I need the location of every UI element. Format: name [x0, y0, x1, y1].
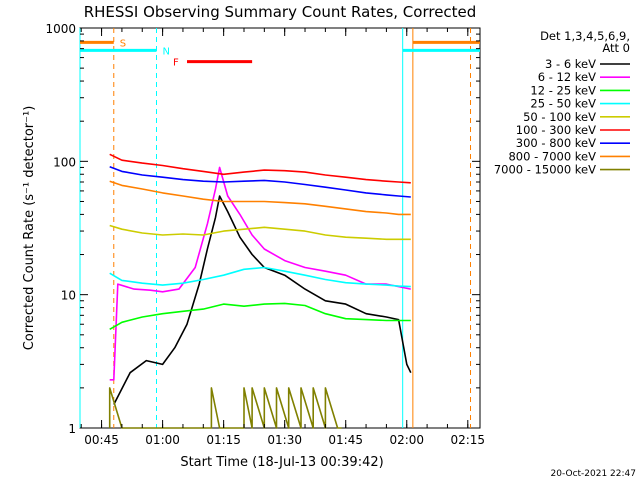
legend-label-3: 25 - 50 keV	[530, 97, 596, 111]
y-tick-label-2: 100	[53, 155, 76, 169]
y-axis-label: Corrected Count Rate (s⁻¹ detector⁻¹)	[22, 106, 37, 351]
y-tick-label-3: 1000	[45, 22, 76, 36]
series-line-2	[109, 302, 411, 330]
legend-label-6: 300 - 800 keV	[516, 136, 596, 150]
series-line-1	[109, 166, 411, 381]
series-line-3	[109, 266, 411, 288]
x-tick-label-3: 01:30	[267, 433, 302, 447]
x-tick-label-1: 01:00	[145, 433, 180, 447]
series-line-8	[108, 387, 342, 429]
legend-label-8: 7000 - 15000 keV	[494, 163, 596, 177]
x-tick-label-2: 01:15	[206, 433, 241, 447]
legend-subtitle: Att 0	[602, 41, 630, 55]
interval-markers: S NF	[80, 38, 480, 69]
footer-timestamp: 20-Oct-2021 22:47	[551, 469, 636, 479]
marker-label-1: N	[163, 46, 170, 57]
x-axis-label: Start Time (18-Jul-13 00:39:42)	[180, 455, 383, 470]
series-line-5	[109, 153, 411, 184]
marker-label-0: S	[120, 38, 126, 49]
chart-title: RHESSI Observing Summary Count Rates, Co…	[84, 3, 477, 21]
x-tick-label-5: 02:00	[389, 433, 424, 447]
data-series	[108, 153, 412, 429]
series-line-0	[113, 195, 412, 405]
y-tick-label-1: 10	[61, 289, 76, 303]
legend-label-1: 6 - 12 keV	[538, 70, 596, 84]
marker-label-2: F	[173, 58, 179, 69]
legend-label-4: 50 - 100 keV	[523, 110, 596, 124]
legend-label-7: 800 - 7000 keV	[508, 149, 596, 163]
y-tick-label-0: 1	[68, 422, 76, 436]
axes: 1 10 100 1000 00:45 01:00 01:15 01:30 01:45 02:00…	[45, 22, 485, 447]
series-line-6	[109, 166, 411, 198]
legend-label-5: 100 - 300 keV	[516, 123, 596, 137]
series-line-4	[109, 224, 411, 241]
series-line-7	[109, 180, 411, 216]
x-tick-label-4: 01:45	[328, 433, 363, 447]
legend-label-2: 12 - 25 keV	[530, 83, 596, 97]
x-tick-label-0: 00:45	[84, 433, 119, 447]
legend-title: Det 1,3,4,5,6,9,	[540, 29, 630, 43]
x-tick-label-6: 02:15	[450, 433, 485, 447]
legend-label-0: 3 - 6 keV	[545, 57, 596, 71]
